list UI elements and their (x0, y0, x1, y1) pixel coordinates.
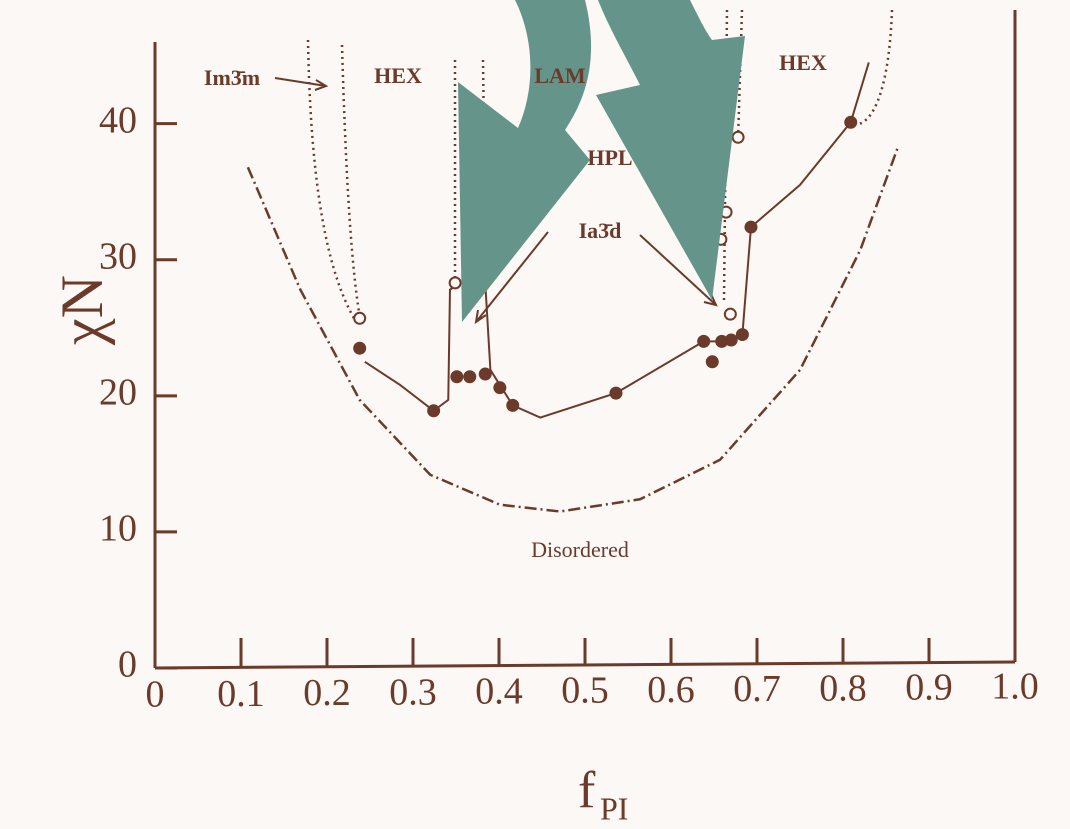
x-tick-label: 0.4 (475, 671, 523, 713)
filled-point (707, 356, 718, 367)
phase-label: Im3̄m (204, 65, 260, 90)
dotted-boundary (308, 40, 355, 320)
open-point (354, 313, 365, 324)
phase-label: HPL (587, 145, 632, 170)
filled-point (428, 405, 439, 416)
mean-field-curve (248, 147, 898, 512)
open-point (450, 277, 461, 288)
filled-point (726, 335, 737, 346)
x-tick-label: 0.9 (905, 667, 953, 709)
x-tick-label: 0.5 (561, 670, 609, 712)
filled-point (480, 369, 491, 380)
filled-point (494, 382, 505, 393)
filled-point (354, 343, 365, 354)
y-tick-label: 40 (99, 99, 137, 141)
x-axis-label: f (578, 762, 596, 819)
filled-point (507, 400, 518, 411)
x-tick-label: 0.2 (303, 672, 351, 714)
chart: 0 10 20 30 40 0 0.1 0.2 0.3 0.4 0.5 0.6 0.7 0.8 0.9 1.0… (0, 0, 1070, 829)
phase-label: Disordered (531, 537, 629, 562)
y-tick-label: 0 (118, 644, 137, 686)
phase-label: Ia3̄d (579, 218, 622, 243)
x-tick-label: 0.3 (389, 671, 437, 713)
filled-point (464, 371, 475, 382)
y-tick-label: 30 (99, 235, 137, 277)
phase-label: HEX (779, 50, 827, 75)
pointer-arrow (275, 78, 326, 90)
filled-point (610, 388, 621, 399)
x-tick-label: 0.8 (819, 667, 867, 709)
open-point (733, 132, 744, 143)
x-tick-label: 0 (146, 674, 165, 716)
filled-point (737, 329, 748, 340)
filled-point (745, 222, 756, 233)
open-point (725, 309, 736, 320)
filled-point (698, 336, 709, 347)
x-tick-label: 0.6 (647, 669, 695, 711)
overlay-arrow-left (458, 0, 591, 322)
filled-point (451, 371, 462, 382)
filled-point (845, 117, 856, 128)
dotted-boundary (342, 45, 360, 318)
y-tick-label: 20 (99, 372, 137, 414)
x-tick-label: 0.7 (733, 668, 781, 710)
y-tick-label: 10 (99, 508, 137, 550)
x-axis-label-sub: PI (600, 790, 628, 826)
dotted-boundary (851, 10, 892, 124)
x-tick-label: 1.0 (991, 666, 1039, 708)
phase-label: HEX (374, 63, 422, 88)
y-axis-label: χN (49, 275, 115, 346)
phase-label: LAM (534, 63, 586, 88)
x-tick-label: 0.1 (217, 673, 265, 715)
